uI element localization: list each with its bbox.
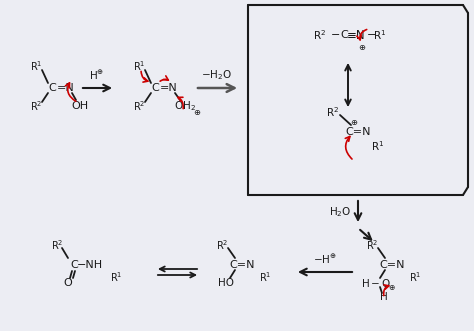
Text: −NH: −NH (77, 260, 103, 270)
Text: $\mathsf{R^2}$: $\mathsf{R^2}$ (313, 28, 327, 42)
Text: C=N: C=N (229, 260, 255, 270)
Text: C=N: C=N (379, 260, 405, 270)
Text: O: O (64, 278, 73, 288)
Text: $\mathsf{H-O}$: $\mathsf{H-O}$ (361, 277, 391, 289)
Text: $\mathsf{H_2O}$: $\mathsf{H_2O}$ (329, 205, 351, 219)
Text: $\mathsf{R^1}$: $\mathsf{R^1}$ (374, 28, 387, 42)
Text: $\mathsf{OH_2}$: $\mathsf{OH_2}$ (174, 99, 196, 113)
Text: C: C (151, 83, 159, 93)
Text: $\mathsf{H^{\oplus}}$: $\mathsf{H^{\oplus}}$ (90, 69, 105, 81)
Text: $\oplus$: $\oplus$ (193, 108, 201, 117)
Text: =N: =N (160, 83, 178, 93)
Text: C: C (70, 260, 78, 270)
Text: =N: =N (57, 83, 75, 93)
Text: $\mathsf{R^2}$: $\mathsf{R^2}$ (51, 238, 63, 252)
Text: $\mathsf{R^2}$: $\mathsf{R^2}$ (30, 99, 42, 113)
Text: −: − (331, 30, 341, 40)
Text: $\mathsf{R^1}$: $\mathsf{R^1}$ (133, 59, 145, 73)
Text: $\mathsf{R^1}$: $\mathsf{R^1}$ (30, 59, 42, 73)
Text: $\mathsf{R^2}$: $\mathsf{R^2}$ (366, 238, 378, 252)
Text: $\mathsf{R^1}$: $\mathsf{R^1}$ (259, 270, 271, 284)
Text: C: C (48, 83, 56, 93)
Text: $\oplus$: $\oplus$ (350, 118, 358, 126)
Text: H: H (380, 292, 388, 302)
Text: $\mathsf{R^1}$: $\mathsf{R^1}$ (371, 139, 384, 153)
Text: $\mathsf{R^1}$: $\mathsf{R^1}$ (110, 270, 122, 284)
Text: $\mathsf{R^2}$: $\mathsf{R^2}$ (327, 105, 339, 119)
Text: ≡N: ≡N (346, 28, 365, 41)
Text: $-\mathsf{H^{\oplus}}$: $-\mathsf{H^{\oplus}}$ (313, 253, 337, 265)
Text: $\mathsf{R^1}$: $\mathsf{R^1}$ (409, 270, 421, 284)
Text: $-\mathsf{H_2O}$: $-\mathsf{H_2O}$ (201, 68, 233, 82)
Text: $\mathsf{R^2}$: $\mathsf{R^2}$ (216, 238, 228, 252)
Text: $\oplus$: $\oplus$ (358, 42, 366, 52)
Text: $\mathsf{R^2}$: $\mathsf{R^2}$ (133, 99, 145, 113)
Text: −: − (367, 30, 377, 40)
Text: $\oplus$: $\oplus$ (388, 282, 396, 292)
Text: HO: HO (218, 278, 234, 288)
Text: OH: OH (72, 101, 89, 111)
Text: C: C (340, 30, 348, 40)
Text: C=N: C=N (345, 127, 371, 137)
